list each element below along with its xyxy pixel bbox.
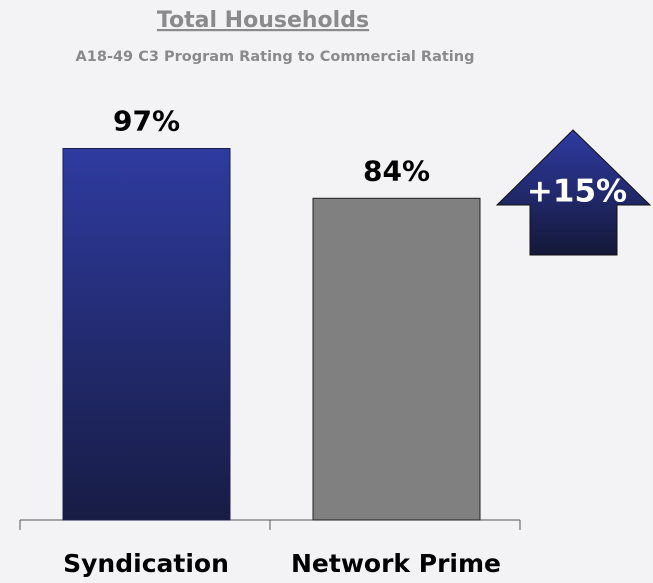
chart-subtitle: A18-49 C3 Program Rating to Commercial R… — [76, 49, 475, 65]
annotation: +15% — [527, 174, 627, 210]
x-tick-label: Syndication — [63, 549, 229, 578]
value-label: 97% — [113, 104, 180, 137]
chart-title: Total Households — [157, 8, 369, 33]
arrow — [495, 129, 652, 256]
value-label: 84% — [363, 154, 430, 187]
x-tick-label: Network Prime — [291, 549, 501, 578]
bar — [312, 197, 481, 521]
bar — [62, 147, 231, 521]
